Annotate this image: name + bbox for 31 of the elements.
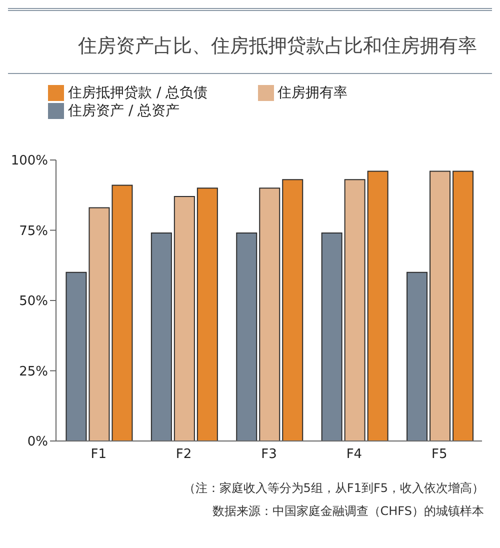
bar	[259, 188, 280, 441]
y-tick-label: 50%	[19, 294, 48, 310]
bar	[430, 170, 451, 441]
legend-label: 住房抵押贷款 / 总负债	[68, 85, 208, 101]
bar	[150, 232, 172, 441]
y-tick-label: 0%	[27, 434, 48, 450]
y-tick-label: 25%	[19, 364, 48, 380]
x-tick-label: F5	[432, 447, 448, 462]
legend-label: 住房拥有率	[278, 85, 348, 101]
bar	[367, 170, 388, 441]
chart-title: 住房资产占比、住房抵押贷款占比和住房拥有率	[8, 8, 492, 74]
x-tick-label: F2	[176, 447, 192, 462]
bar	[66, 272, 87, 441]
bar	[236, 232, 258, 441]
y-tick-label: 75%	[19, 224, 48, 239]
bar	[282, 179, 304, 441]
bar	[344, 179, 366, 441]
x-tick-label: F1	[90, 447, 106, 462]
bar	[321, 232, 342, 441]
x-tick-label: F3	[261, 447, 277, 462]
bar	[174, 196, 195, 441]
bar	[196, 188, 218, 441]
bar	[112, 184, 133, 441]
y-tick-label: 100%	[10, 154, 48, 169]
text: （注：家庭收入等分为5组，从F1到F5，收入依次增高）	[182, 480, 485, 497]
x-tick-label: F4	[346, 447, 362, 462]
source-note: 数据来源：中国家庭金融调查（CHFS）的城镇样本	[211, 503, 485, 520]
legend-label: 住房资产 / 总资产	[68, 103, 180, 119]
bar	[406, 272, 428, 441]
bar	[88, 207, 110, 441]
bar	[452, 170, 474, 441]
